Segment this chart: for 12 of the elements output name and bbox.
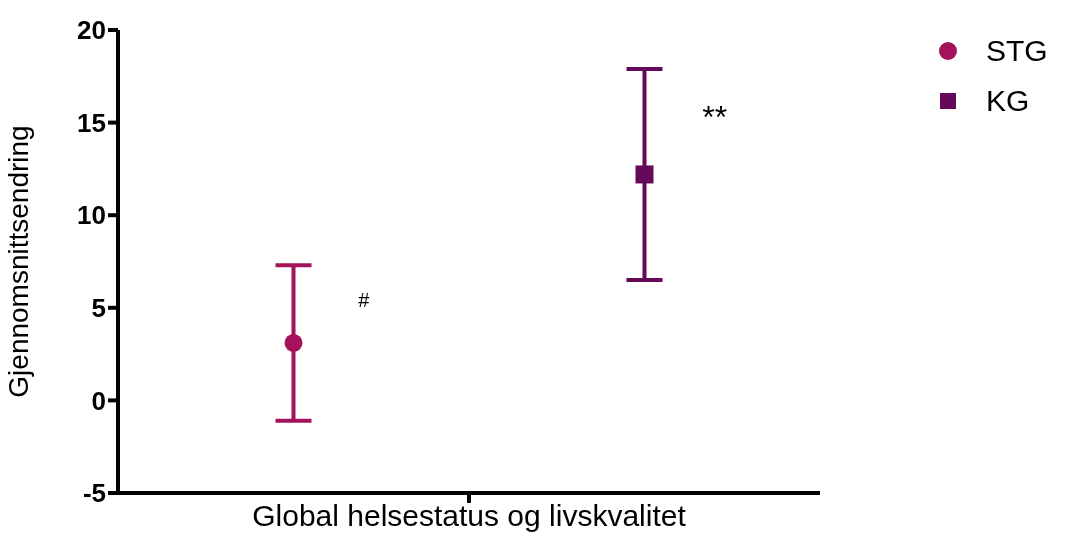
y-tick-label: 20 [77,15,106,46]
annotation: # [358,289,371,312]
y-tick-label: 15 [77,107,106,138]
y-tick-label: -5 [82,478,106,509]
legend-label: KG [986,84,1030,118]
y-axis-title: Gjennomsnittsendring [2,125,34,398]
y-tick-label: 5 [91,293,106,324]
x-tick-label: Global helsestatus og livskvalitet [252,499,687,533]
legend-label: STG [986,34,1048,68]
y-tick-label: 0 [91,385,106,416]
annotation: ** [702,98,728,135]
y-tick-label: 10 [77,200,106,231]
